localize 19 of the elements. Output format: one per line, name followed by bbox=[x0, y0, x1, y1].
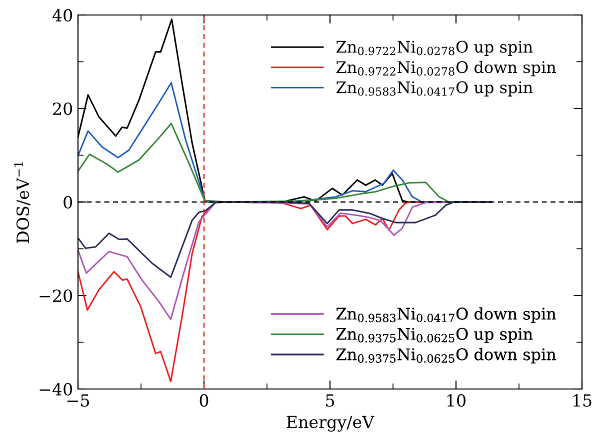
line-series bbox=[78, 201, 492, 278]
y-tick-label: −20 bbox=[40, 289, 72, 302]
x-tick-label: 15 bbox=[573, 394, 592, 407]
y-tick-label: 40 bbox=[52, 8, 72, 22]
y-axis-title: DOS/eV$^{−1}$ bbox=[14, 162, 30, 243]
x-axis-title: Energy/eV bbox=[286, 416, 374, 432]
y-tick-label: 0 bbox=[64, 196, 72, 209]
legend-label: Zn$_{0.9375}$Ni$_{0.0625}$O up spin bbox=[336, 328, 533, 344]
legend-label: Zn$_{0.9722}$Ni$_{0.0278}$O down spin bbox=[336, 60, 556, 76]
x-tick-label: 10 bbox=[447, 394, 466, 407]
x-tick-label: 0 bbox=[200, 394, 208, 407]
y-tick-label: −40 bbox=[40, 382, 72, 396]
x-tick-label: 5 bbox=[326, 394, 334, 407]
legend-label: Zn$_{0.9375}$Ni$_{0.0625}$O down spin bbox=[336, 348, 556, 364]
legend-label: Zn$_{0.9583}$Ni$_{0.0417}$O down spin bbox=[336, 307, 556, 323]
x-tick-label: −5 bbox=[67, 394, 89, 407]
legend-label: Zn$_{0.9722}$Ni$_{0.0278}$O up spin bbox=[336, 40, 533, 56]
y-tick-label: 20 bbox=[53, 102, 72, 116]
legend-label: Zn$_{0.9583}$Ni$_{0.0417}$O up spin bbox=[336, 81, 533, 96]
